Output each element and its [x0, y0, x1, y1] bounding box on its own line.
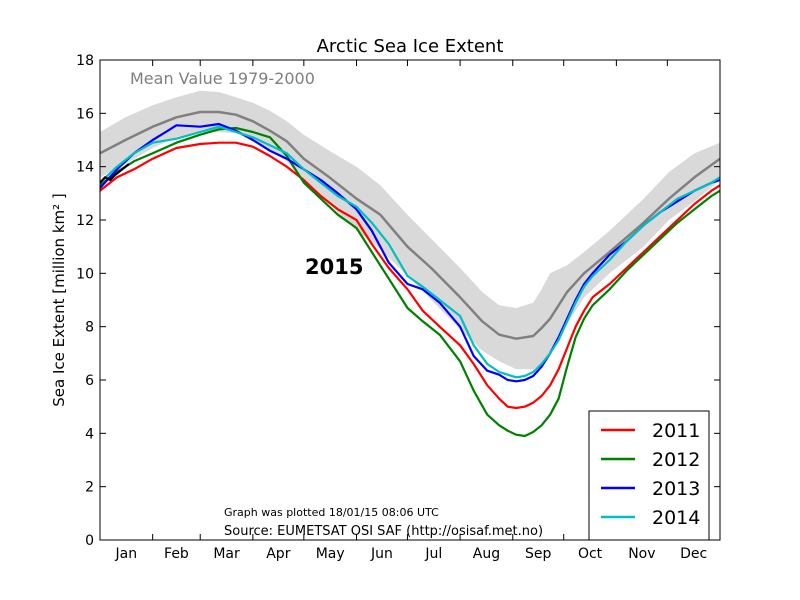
x-tick-label: Jun [370, 546, 393, 562]
mean-annotation: Mean Value 1979-2000 [130, 69, 315, 88]
x-tick-label: Feb [164, 546, 189, 562]
legend-label-2012: 2012 [652, 449, 700, 471]
series-line-2015 [100, 163, 130, 184]
x-tick-label: Aug [473, 546, 500, 562]
series-line-2013 [100, 122, 720, 383]
source-note: Source: EUMETSAT OSI SAF (http://osisaf.… [224, 524, 543, 539]
y-tick-label: 10 [76, 266, 94, 282]
y-tick-label: 2 [85, 480, 94, 496]
legend-label-2013: 2013 [652, 478, 700, 500]
y-tick-label: 18 [76, 53, 94, 69]
legend-label-2011: 2011 [652, 420, 700, 442]
x-tick-label: Sep [525, 546, 552, 562]
chart-title: Arctic Sea Ice Extent [317, 36, 504, 57]
series-line-2012 [100, 126, 720, 438]
plotted-note: Graph was plotted 18/01/15 08:06 UTC [224, 506, 439, 519]
y-tick-label: 16 [76, 106, 94, 122]
x-tick-label: Mar [213, 546, 240, 562]
plot-frame [99, 59, 721, 541]
x-tick-label: Oct [578, 546, 603, 562]
y-tick-label: 6 [85, 373, 94, 389]
x-tick-label: Nov [628, 546, 655, 562]
series-line-2014 [100, 125, 720, 379]
y-tick-label: 0 [85, 533, 94, 549]
x-tick-label: May [316, 546, 345, 562]
legend: 2011 2012 2013 2014 [588, 410, 710, 541]
x-tick-label: Apr [266, 546, 290, 562]
year-annotation: 2015 [305, 255, 363, 279]
legend-label-2014: 2014 [652, 507, 700, 529]
std-dev-band [100, 90, 720, 370]
x-tick-label: Jan [115, 546, 138, 562]
y-tick-label: 8 [85, 320, 94, 336]
y-axis-label: Sea Ice Extent [million km² ] [50, 193, 68, 407]
series-line-2011 [100, 141, 720, 410]
mean-line [100, 110, 720, 340]
y-tick-label: 12 [76, 213, 94, 229]
x-tick-label: Dec [680, 546, 707, 562]
legend-box [588, 410, 710, 541]
y-tick-label: 14 [76, 160, 94, 176]
x-tick-label: Jul [424, 546, 442, 562]
y-tick-label: 4 [85, 426, 94, 442]
